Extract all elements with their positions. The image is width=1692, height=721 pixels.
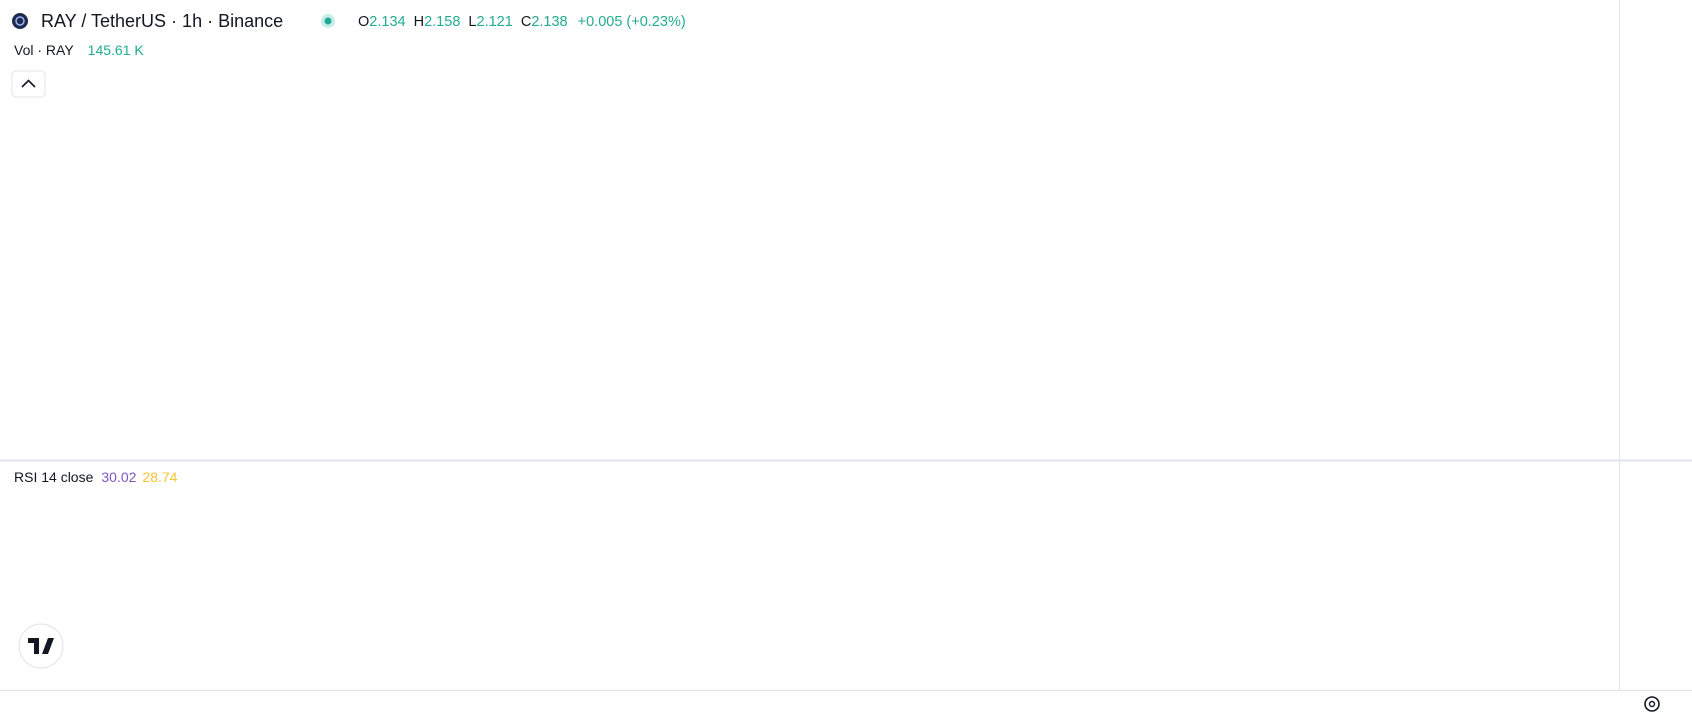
- tv-logo-mark: [28, 638, 54, 654]
- settings-icon: [1648, 700, 1656, 708]
- collapse-icon: [21, 79, 36, 88]
- volume-legend: Vol · RAY 145.61 K: [14, 42, 144, 58]
- rsi-title: RSI 14 close: [14, 469, 94, 485]
- ohlc-legend: O2.134 H2.158 L2.121 C2.138 +0.005 (+0.2…: [358, 14, 686, 30]
- symbol-logo: [12, 13, 28, 29]
- ohlc-value: 2.138: [531, 14, 567, 30]
- symbol-title[interactable]: RAY / TetherUS · 1h · Binance: [41, 11, 283, 31]
- ohlc-label: C: [521, 14, 531, 30]
- volume-title: Vol · RAY: [14, 42, 74, 58]
- ohlc-value: 2.121: [477, 14, 513, 30]
- settings-icon[interactable]: [1644, 696, 1660, 712]
- collapse-button[interactable]: [11, 70, 46, 98]
- status-dot: [324, 17, 332, 25]
- change: +0.005 (+0.23%): [578, 14, 686, 30]
- rsi-ma-value: 28.74: [142, 469, 177, 485]
- tv-logo[interactable]: [18, 623, 64, 669]
- rsi-legend-bg: [8, 465, 203, 491]
- ohlc-value: 2.158: [424, 14, 460, 30]
- ohlc-label: L: [468, 14, 476, 30]
- rsi-value: 30.02: [101, 469, 136, 485]
- ohlc-value: 2.134: [369, 14, 405, 30]
- ohlc-label: O: [358, 14, 369, 30]
- rsi-legend: RSI 14 close 30.02 28.74: [14, 469, 178, 485]
- volume-value: 145.61 K: [88, 42, 145, 58]
- ohlc-label: H: [414, 14, 424, 30]
- symbol-logo: [15, 16, 25, 26]
